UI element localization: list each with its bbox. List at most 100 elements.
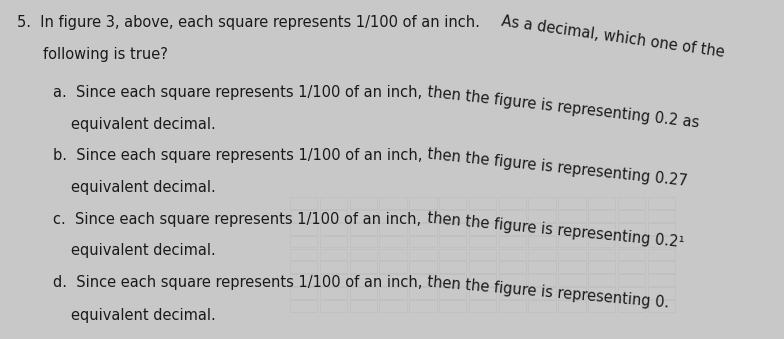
Bar	[379, 210, 407, 222]
Bar	[528, 197, 556, 209]
Text: then the figure is representing 0.27: then the figure is representing 0.27	[422, 146, 688, 189]
Bar	[558, 197, 586, 209]
Bar	[648, 210, 675, 222]
Bar	[409, 300, 437, 312]
Bar	[618, 261, 645, 273]
Bar	[499, 197, 526, 209]
Bar	[439, 287, 466, 299]
Text: b.  Since each square represents 1/100 of an inch,: b. Since each square represents 1/100 of…	[53, 148, 423, 163]
Bar	[469, 236, 496, 247]
Text: a.  Since each square represents 1/100 of an inch,: a. Since each square represents 1/100 of…	[53, 85, 423, 100]
Text: then the figure is representing 0.2¹: then the figure is representing 0.2¹	[422, 210, 684, 250]
Bar	[439, 300, 466, 312]
Bar	[588, 261, 615, 273]
Bar	[350, 248, 377, 260]
Bar	[320, 248, 347, 260]
Bar	[290, 274, 318, 286]
Bar	[648, 300, 675, 312]
Bar	[320, 274, 347, 286]
Bar	[588, 300, 615, 312]
Bar	[618, 287, 645, 299]
Text: then the figure is representing 0.: then the figure is representing 0.	[422, 274, 670, 310]
Bar	[469, 210, 496, 222]
Bar	[350, 274, 377, 286]
Bar	[558, 287, 586, 299]
Bar	[320, 223, 347, 235]
Bar	[618, 248, 645, 260]
Bar	[618, 210, 645, 222]
Bar	[469, 287, 496, 299]
Bar	[588, 274, 615, 286]
Text: d.  Since each square represents 1/100 of an inch,: d. Since each square represents 1/100 of…	[53, 275, 423, 290]
Bar	[528, 248, 556, 260]
Bar	[588, 197, 615, 209]
Bar	[528, 261, 556, 273]
Bar	[558, 300, 586, 312]
Bar	[320, 210, 347, 222]
Bar	[290, 223, 318, 235]
Bar	[439, 261, 466, 273]
Bar	[528, 287, 556, 299]
Text: following is true?: following is true?	[43, 47, 168, 62]
Bar	[439, 210, 466, 222]
Bar	[648, 223, 675, 235]
Bar	[439, 223, 466, 235]
Bar	[618, 197, 645, 209]
Bar	[558, 261, 586, 273]
Text: equivalent decimal.: equivalent decimal.	[71, 243, 216, 258]
Bar	[499, 248, 526, 260]
Bar	[499, 287, 526, 299]
Text: c.  Since each square represents 1/100 of an inch,: c. Since each square represents 1/100 of…	[53, 212, 422, 227]
Bar	[588, 248, 615, 260]
Bar	[350, 210, 377, 222]
Bar	[439, 248, 466, 260]
Bar	[379, 261, 407, 273]
Text: 5.  In figure 3, above, each square represents 1/100 of an inch.: 5. In figure 3, above, each square repre…	[17, 15, 480, 30]
Bar	[379, 248, 407, 260]
Bar	[469, 300, 496, 312]
Bar	[290, 287, 318, 299]
Bar	[320, 300, 347, 312]
Bar	[528, 236, 556, 247]
Bar	[409, 274, 437, 286]
Bar	[379, 197, 407, 209]
Bar	[528, 223, 556, 235]
Bar	[439, 274, 466, 286]
Bar	[588, 223, 615, 235]
Bar	[320, 287, 347, 299]
Bar	[528, 300, 556, 312]
Bar	[558, 236, 586, 247]
Bar	[558, 248, 586, 260]
Bar	[618, 274, 645, 286]
Bar	[648, 248, 675, 260]
Bar	[350, 287, 377, 299]
Bar	[648, 287, 675, 299]
Bar	[588, 236, 615, 247]
Bar	[439, 197, 466, 209]
Bar	[618, 236, 645, 247]
Bar	[409, 197, 437, 209]
Bar	[320, 261, 347, 273]
Bar	[409, 261, 437, 273]
Bar	[439, 236, 466, 247]
Bar	[499, 223, 526, 235]
Bar	[528, 210, 556, 222]
Bar	[588, 287, 615, 299]
Bar	[558, 274, 586, 286]
Bar	[648, 236, 675, 247]
Bar	[618, 300, 645, 312]
Bar	[350, 261, 377, 273]
Bar	[379, 300, 407, 312]
Text: As a decimal, which one of the: As a decimal, which one of the	[495, 14, 725, 60]
Bar	[469, 223, 496, 235]
Bar	[379, 287, 407, 299]
Text: then the figure is representing 0.2 as: then the figure is representing 0.2 as	[422, 84, 699, 130]
Bar	[588, 210, 615, 222]
Bar	[350, 236, 377, 247]
Bar	[469, 197, 496, 209]
Bar	[379, 236, 407, 247]
Bar	[379, 223, 407, 235]
Text: equivalent decimal.: equivalent decimal.	[71, 117, 216, 132]
Bar	[409, 210, 437, 222]
Bar	[469, 248, 496, 260]
